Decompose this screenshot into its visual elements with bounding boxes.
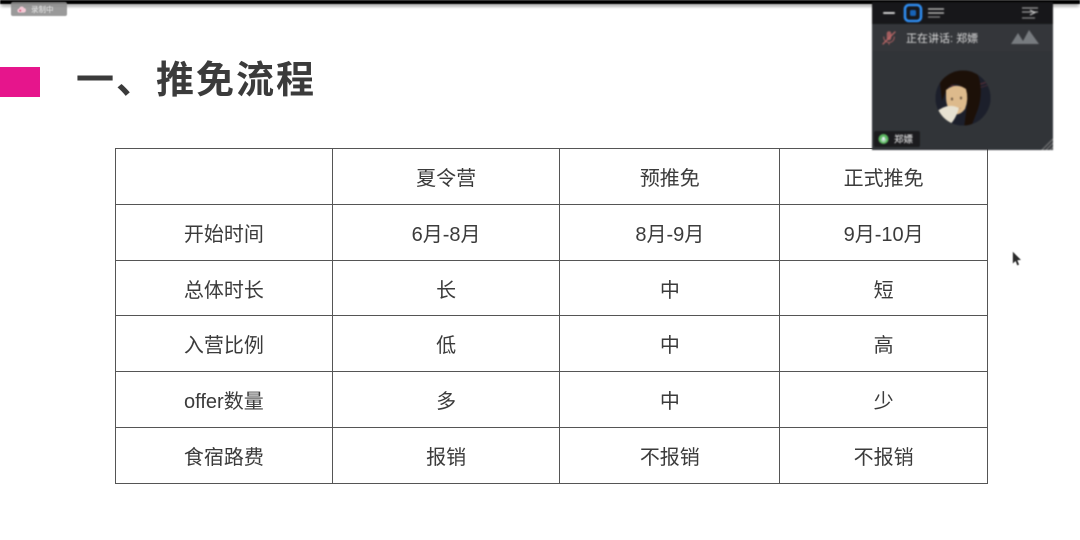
svg-text:郑嫖: 郑嫖	[894, 134, 914, 146]
